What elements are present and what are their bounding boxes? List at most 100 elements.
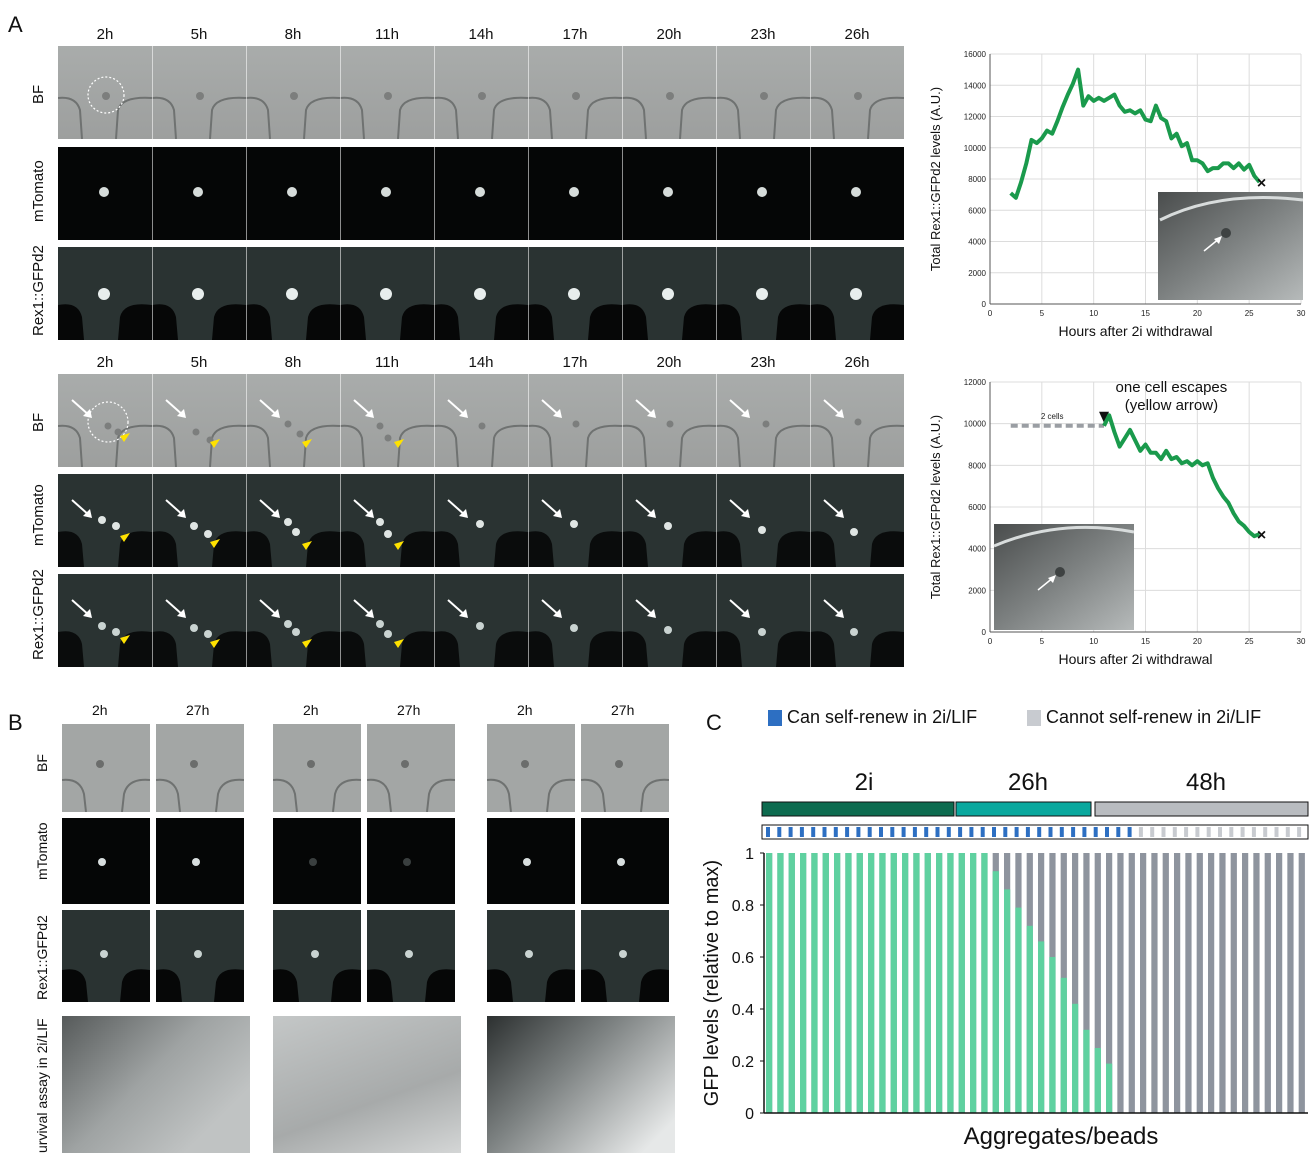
channel-shadow-left — [528, 304, 554, 340]
self-renew-tick — [799, 827, 804, 837]
channel-shadow-right — [400, 531, 434, 567]
x-tick-label: 20 — [1193, 309, 1202, 318]
cell — [286, 288, 298, 300]
legend-can: Can self-renew in 2i/LIF — [768, 707, 977, 728]
panel-label-b: B — [8, 710, 23, 735]
frame-separator — [246, 374, 247, 467]
inset-frame — [994, 524, 1134, 630]
y-tick-label: 1 — [745, 846, 754, 863]
frame-separator — [716, 374, 717, 467]
channel-shadow-left — [810, 304, 836, 340]
self-renew-tick — [1172, 827, 1177, 837]
y-tick-label: 4000 — [968, 545, 986, 554]
self-renew-tick — [1150, 827, 1155, 837]
x-tick-label: 0 — [988, 637, 993, 646]
cell — [523, 858, 531, 866]
bar-background — [1174, 853, 1181, 1113]
bar-background — [1106, 853, 1113, 1113]
frame-separator — [528, 474, 529, 567]
frame-separator — [528, 374, 529, 467]
cell-in-inset — [1221, 228, 1231, 238]
bf-frames — [58, 424, 904, 467]
bar-background — [1185, 853, 1192, 1113]
frame-separator — [434, 147, 435, 240]
self-renew-tick — [1285, 827, 1290, 837]
frame-separator — [622, 374, 623, 467]
y-tick-label: 6000 — [968, 206, 986, 215]
tile-content — [192, 858, 200, 866]
legend-cannot: Cannot self-renew in 2i/LIF — [1027, 707, 1261, 728]
self-renew-tick — [1138, 827, 1143, 837]
self-renew-tick — [992, 827, 996, 837]
bar-green — [868, 853, 875, 1113]
bar-green — [970, 853, 977, 1113]
cell — [850, 628, 858, 636]
tile-content — [367, 760, 455, 812]
frame-separator — [246, 147, 247, 240]
cell — [204, 630, 212, 638]
frame-separator — [152, 147, 153, 240]
white-arrow-head-icon — [553, 609, 562, 618]
cell — [569, 187, 579, 197]
channel-shadow-left — [340, 531, 366, 567]
timepoint-label: 2h — [96, 354, 114, 371]
channel-edge — [621, 96, 647, 139]
panel-b-bf-tile — [156, 724, 244, 812]
self-renew-tick — [912, 827, 917, 837]
panel-b-time-label: 2h — [92, 702, 108, 718]
bar-green — [1106, 1063, 1113, 1113]
self-renew-tick — [1082, 827, 1087, 837]
y-tick-label: 0.8 — [732, 898, 754, 915]
y-tick-label: 0 — [982, 628, 987, 637]
cell — [854, 92, 862, 100]
self-renew-tick — [822, 827, 827, 837]
channel-shadow-left — [156, 969, 182, 1002]
channel-edge — [339, 96, 365, 139]
white-arrow-head-icon — [83, 509, 92, 518]
cells — [102, 92, 862, 100]
channel-shadow-right — [331, 969, 361, 1002]
channel-shadow — [58, 304, 904, 340]
frame-separator — [810, 574, 811, 667]
frame-separator — [810, 46, 811, 139]
white-arrow-head-icon — [83, 409, 92, 418]
channel-shadow-right — [400, 304, 434, 340]
x-axis-title: Aggregates/beads — [964, 1123, 1159, 1150]
bar-green — [1026, 925, 1033, 1113]
cell — [615, 760, 623, 768]
panel-b-mtomato-tile — [156, 818, 244, 904]
end-marker-icon: × — [1257, 175, 1266, 192]
timepoint-label: 20h — [656, 354, 682, 371]
self-renew-tick — [1195, 827, 1200, 837]
frame-separator — [528, 46, 529, 139]
row-label-mtomato-top: mTomato — [30, 160, 47, 222]
rex-levels-chart-top: 0 5 10 15 20 25 30 0 2000 4000 6000 8000 10000 12000 1… — [928, 50, 1306, 339]
cell — [475, 187, 485, 197]
channel-shadow-left — [528, 531, 554, 567]
tile-content — [156, 760, 244, 812]
channel-shadow-left — [716, 631, 742, 667]
yellow-arrowhead-icon — [120, 533, 130, 542]
channel-shadow-right — [494, 531, 528, 567]
self-renew-tick — [1127, 827, 1132, 837]
channel-shadow-right — [639, 969, 669, 1002]
white-arrow-head-icon — [741, 509, 750, 518]
self-renew-tick — [1105, 827, 1109, 837]
x-tick-label: 10 — [1089, 637, 1098, 646]
timepoint-label: 17h — [562, 26, 588, 43]
cell — [193, 187, 203, 197]
channel-edge — [339, 424, 365, 467]
cell — [476, 622, 484, 630]
channel-shadow-right — [776, 304, 810, 340]
channel-shadow-right — [776, 531, 810, 567]
panel-b-time-label: 2h — [517, 702, 533, 718]
self-renew-tick — [1263, 827, 1268, 837]
frame-separator — [716, 574, 717, 667]
channel-shadow-right — [870, 531, 904, 567]
well-edge — [993, 525, 1135, 548]
bar-background — [1196, 853, 1203, 1113]
white-arrow-head-icon — [271, 409, 280, 418]
cells — [98, 620, 858, 638]
cell — [204, 530, 212, 538]
condition-bar — [1094, 801, 1309, 817]
